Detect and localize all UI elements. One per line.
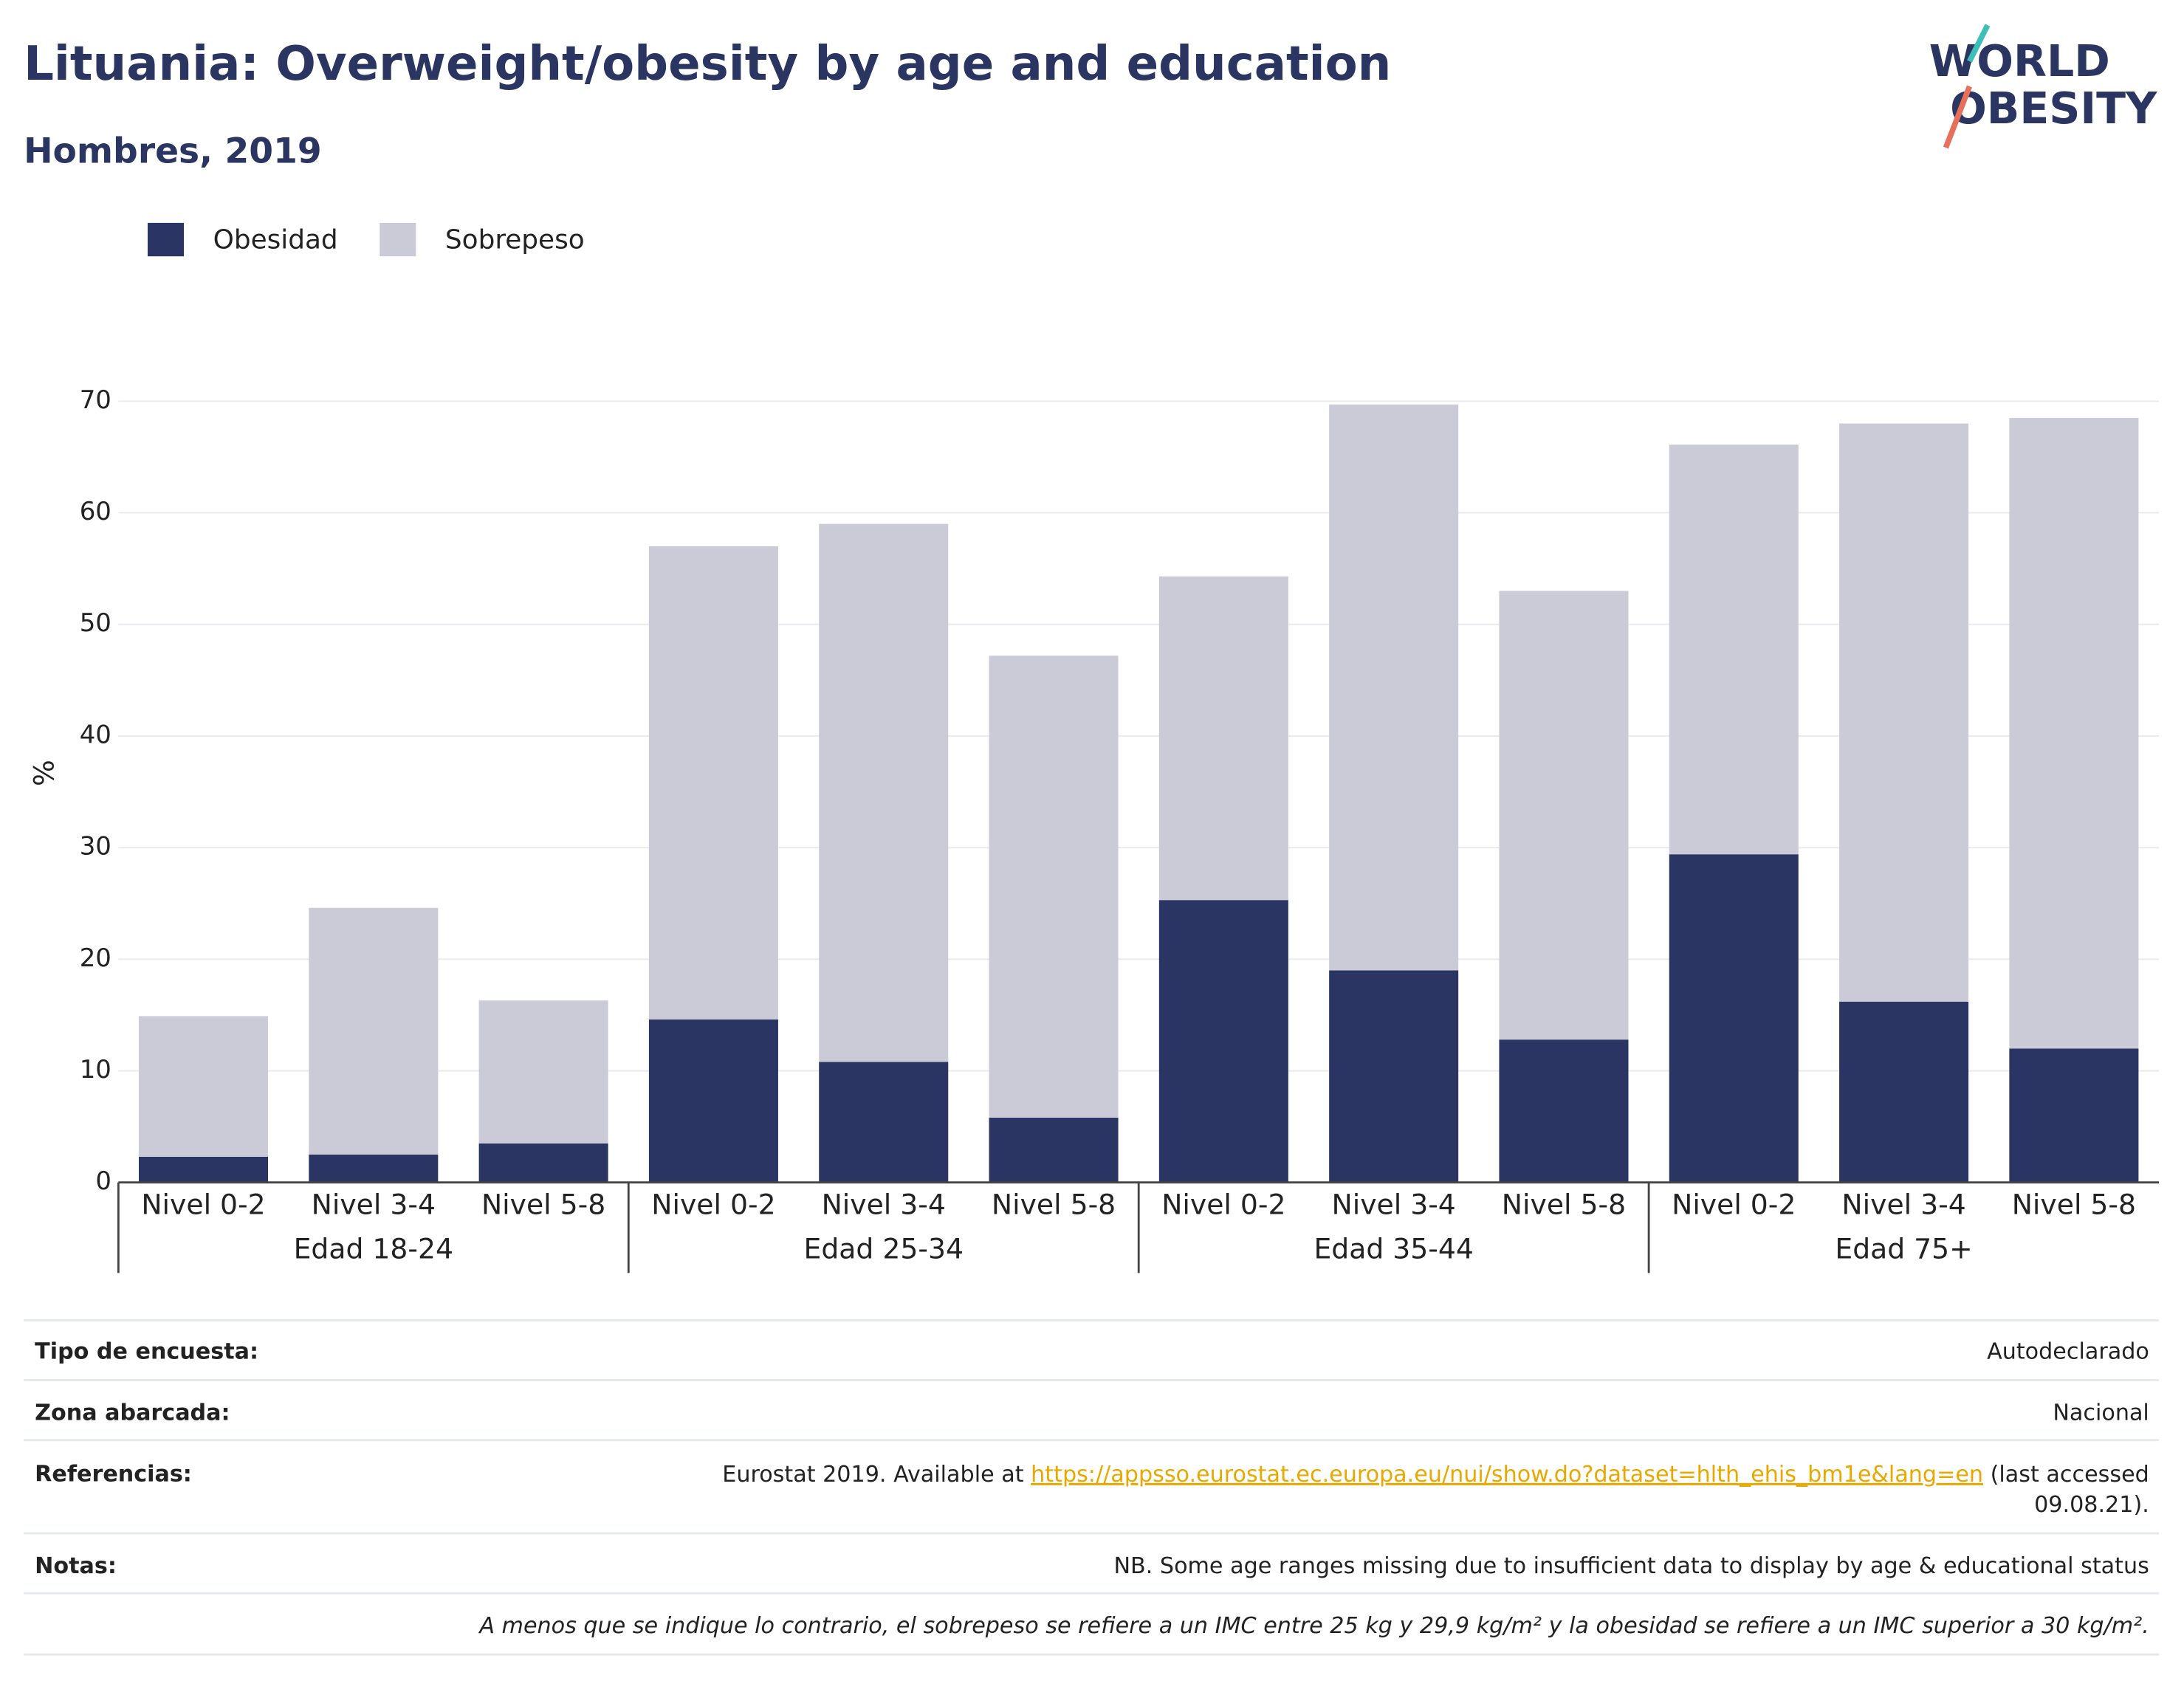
x-tick-label: Nivel 3-4 (1332, 1188, 1456, 1220)
row-label: Referencias: (35, 1461, 192, 1487)
y-tick-label: 0 (95, 1166, 111, 1196)
group-label: Edad 25-34 (804, 1233, 964, 1265)
bar-segment (1158, 576, 1288, 901)
bar-segment (1329, 404, 1459, 971)
legend-swatch (380, 222, 416, 257)
bar-segment (648, 546, 778, 1020)
group-label: Edad 75+ (1835, 1233, 1972, 1265)
reference-link: https://appsso.eurostat.ec.europa.eu/nui… (1031, 1461, 1983, 1487)
definition: A menos que se indique lo contrario, el … (478, 1613, 2149, 1639)
logo-text: OBESITY (1950, 83, 2157, 134)
y-tick-label: 40 (80, 720, 111, 749)
bar-segment (1839, 423, 1969, 1002)
x-tick-label: Nivel 3-4 (822, 1188, 946, 1220)
x-tick-label: Nivel 3-4 (1841, 1188, 1965, 1220)
row-label: Notas: (35, 1553, 117, 1579)
bar-segment (1158, 900, 1288, 1183)
x-tick-label: Nivel 5-8 (992, 1188, 1116, 1220)
bar-segment (1669, 854, 1799, 1183)
x-tick-label: Nivel 5-8 (2012, 1188, 2136, 1220)
bar-segment (478, 1000, 608, 1144)
y-axis-label: % (28, 760, 61, 786)
logo-slash (1943, 85, 1973, 149)
row-value: Nacional (2053, 1400, 2149, 1426)
group-label: Edad 18-24 (294, 1233, 453, 1265)
bar-segment (309, 907, 439, 1155)
row-label: Tipo de encuesta: (35, 1338, 258, 1364)
x-tick-label: Nivel 0-2 (651, 1188, 775, 1220)
chart-title: Lituania: Overweight/obesity by age and … (24, 36, 1391, 92)
reference-text: (last accessed (1983, 1461, 2149, 1487)
legend-label: Sobrepeso (445, 224, 585, 255)
x-tick-label: Nivel 5-8 (1502, 1188, 1626, 1220)
legend-swatch (147, 222, 185, 257)
bar-segment (138, 1156, 269, 1183)
row-label: Zona abarcada: (35, 1400, 230, 1426)
bar-segment (309, 1154, 439, 1183)
bar-segment (989, 656, 1119, 1118)
bar-segment (989, 1118, 1119, 1183)
bar-segment (138, 1016, 269, 1157)
bar-segment (2009, 1048, 2139, 1183)
logo: WORLD OBESITY (1929, 24, 2157, 149)
x-tick-label: Nivel 5-8 (481, 1188, 605, 1220)
x-tick-label: Nivel 3-4 (312, 1188, 436, 1220)
bar-segment (478, 1143, 608, 1183)
y-tick-label: 50 (80, 608, 111, 638)
bar-segment (1499, 591, 1629, 1040)
bar-segment (819, 1062, 949, 1183)
x-tick-label: Nivel 0-2 (1161, 1188, 1285, 1220)
row-value: 09.08.21). (2034, 1492, 2149, 1518)
y-tick-label: 20 (80, 943, 111, 973)
y-tick-label: 30 (80, 832, 111, 862)
chart-subtitle: Hombres, 2019 (24, 131, 322, 172)
logo-slash (1967, 24, 1991, 63)
row-value: NB. Some age ranges missing due to insuf… (1113, 1553, 2149, 1579)
x-tick-label: Nivel 0-2 (141, 1188, 265, 1220)
y-tick-label: 10 (80, 1055, 111, 1084)
bar-segment (648, 1019, 778, 1183)
bar-segment (1329, 970, 1459, 1183)
y-tick-label: 60 (80, 497, 111, 526)
x-tick-label: Nivel 0-2 (1672, 1188, 1796, 1220)
bar-segment (1499, 1039, 1629, 1183)
y-tick-label: 70 (80, 385, 111, 415)
bar-segment (1839, 1001, 1969, 1183)
reference-text: Eurostat 2019. Available at (722, 1461, 1031, 1487)
bar-segment (819, 523, 949, 1062)
footer: Tipo de encuesta: Autodeclarado Zona abarc… (24, 1319, 2160, 1656)
legend-label: Obesidad (213, 224, 338, 255)
bar-segment (1669, 444, 1799, 855)
group-label: Edad 35-44 (1314, 1233, 1473, 1265)
logo-text: WORLD (1929, 36, 2110, 86)
bar-segment (2009, 418, 2139, 1049)
row-value: Autodeclarado (1987, 1338, 2149, 1364)
row-value: Eurostat 2019. Available at https://apps… (722, 1461, 2149, 1487)
